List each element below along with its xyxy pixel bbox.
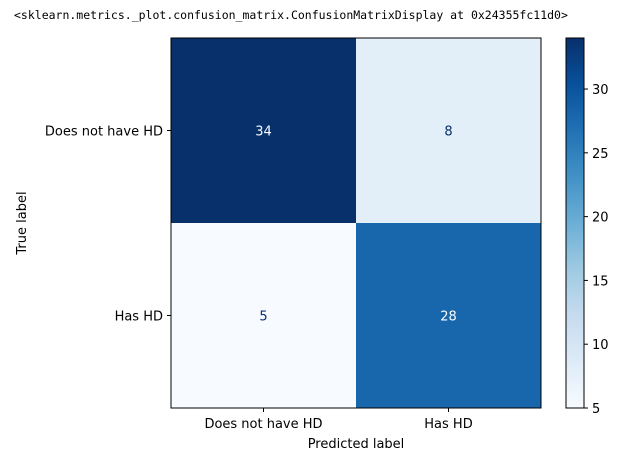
heatmap-cell bbox=[356, 38, 542, 224]
heatmap-frame bbox=[170, 37, 542, 409]
colorbar-tick-label: 15 bbox=[592, 274, 609, 289]
x-axis-label: Predicted label bbox=[308, 437, 405, 452]
y-tick-label: Does not have HD bbox=[45, 125, 163, 140]
cell-value-label: 8 bbox=[444, 125, 452, 140]
output-repr-text: <sklearn.metrics._plot.confusion_matrix.… bbox=[14, 8, 568, 22]
colorbar-ticks: 5 10 15 20 25 30 bbox=[584, 83, 609, 417]
colorbar bbox=[566, 38, 584, 408]
heatmap-cell bbox=[171, 38, 357, 224]
y-tick-label: Has HD bbox=[115, 310, 163, 325]
colorbar-tick-label: 5 bbox=[592, 402, 600, 417]
colorbar-frame bbox=[565, 37, 585, 409]
cell-value-label: 5 bbox=[259, 310, 267, 325]
y-axis-ticks: Does not have HD Has HD bbox=[45, 125, 171, 325]
heatmap-cell bbox=[356, 223, 542, 409]
cell-value-label: 28 bbox=[440, 310, 457, 325]
cell-value-labels: 34 8 5 28 bbox=[255, 125, 457, 325]
cell-value-label: 34 bbox=[255, 125, 272, 140]
heatmap-cell bbox=[171, 223, 357, 409]
x-tick-label: Has HD bbox=[424, 417, 472, 432]
y-axis-label: True label bbox=[15, 191, 30, 255]
colorbar-tick-label: 30 bbox=[592, 83, 609, 98]
colorbar-tick-label: 10 bbox=[592, 338, 609, 353]
x-tick-label: Does not have HD bbox=[204, 417, 322, 432]
x-axis-ticks: Does not have HD Has HD bbox=[204, 408, 473, 432]
colorbar-tick-label: 20 bbox=[592, 211, 609, 226]
colorbar-tick-label: 25 bbox=[592, 147, 609, 162]
heatmap-cells bbox=[171, 38, 542, 409]
